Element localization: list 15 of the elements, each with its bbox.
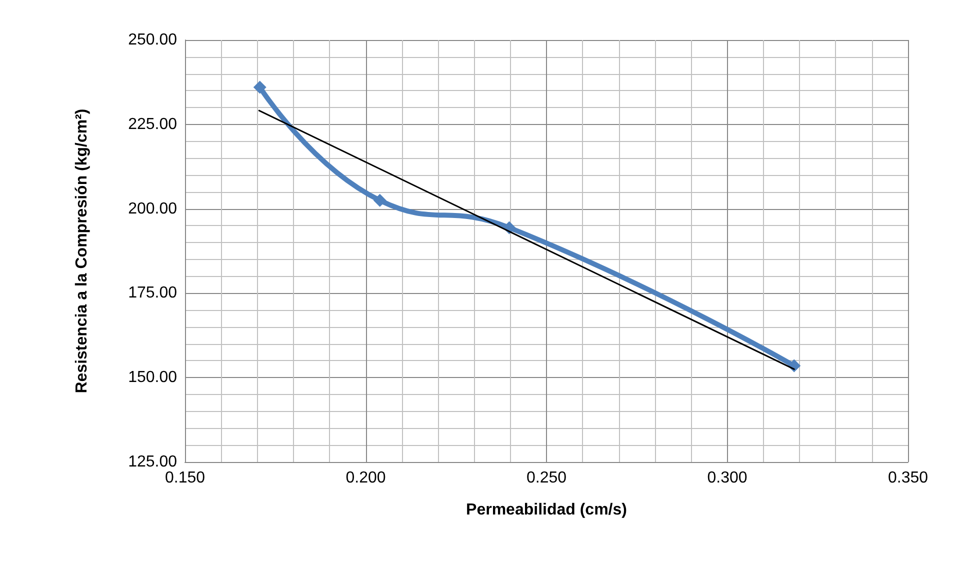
x-axis-title: Permeabilidad (cm/s) <box>466 502 627 518</box>
y-tick-label: 250.00 <box>128 32 178 48</box>
x-tick-label: 0.150 <box>164 470 206 486</box>
x-tick-label: 0.300 <box>707 470 748 486</box>
x-tick-label: 0.200 <box>346 470 386 486</box>
x-tick-label: 0.250 <box>526 470 567 486</box>
y-tick-label: 225.00 <box>128 116 178 133</box>
y-tick-label: 175.00 <box>128 284 178 302</box>
y-tick-label: 150.00 <box>128 369 178 386</box>
point <box>253 80 266 94</box>
y-axis-title: Resistencia a la Compresión (kg/cm²) <box>74 108 90 394</box>
y-tick-label: 125.00 <box>128 454 178 470</box>
y-tick-label: 200.00 <box>128 200 178 218</box>
x-tick-label: 0.350 <box>888 470 928 486</box>
point <box>373 194 386 207</box>
